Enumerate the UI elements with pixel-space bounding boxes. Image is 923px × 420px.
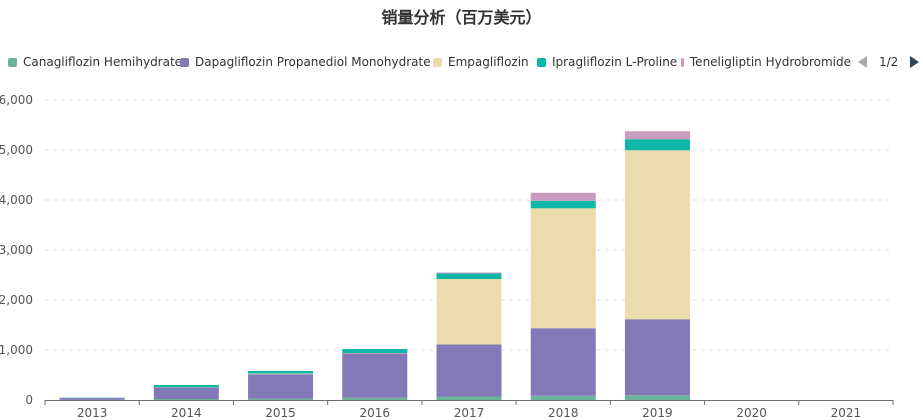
bar-segment xyxy=(530,200,596,209)
bar-segment xyxy=(342,353,408,398)
x-tick-label: 2013 xyxy=(77,406,108,420)
bar-segment xyxy=(624,139,690,151)
bar-segment xyxy=(153,385,219,388)
x-tick-label: 2021 xyxy=(831,406,862,420)
bar-segment xyxy=(436,396,502,400)
bar-segment xyxy=(436,273,502,279)
legend-next-arrow-icon[interactable] xyxy=(910,56,920,68)
y-tick-label: 4,000 xyxy=(0,193,33,207)
legend-item[interactable]: Ipragliflozin L-Proline xyxy=(537,52,677,72)
y-tick-label: 2,000 xyxy=(0,293,33,307)
bar-segment xyxy=(248,373,314,375)
bar-segment xyxy=(436,279,502,345)
legend-swatch xyxy=(8,57,17,67)
legend-swatch xyxy=(681,57,684,67)
x-tick-label: 2020 xyxy=(736,406,767,420)
bar-segment xyxy=(59,398,125,400)
bar-segment xyxy=(436,344,502,397)
legend-item[interactable]: Dapagliflozin Propanediol Monohydrate xyxy=(180,52,431,72)
y-tick-label: 3,000 xyxy=(0,243,33,257)
legend: Canagliflozin Hemihydrate Dapagliflozin P… xyxy=(0,52,923,74)
legend-swatch xyxy=(433,57,442,67)
legend-label: Empagliflozin xyxy=(448,55,529,69)
bar-segment xyxy=(624,150,690,320)
bar-segment xyxy=(624,131,690,140)
y-tick-label: 0 xyxy=(25,393,33,407)
bar-segment xyxy=(530,208,596,329)
bar-segment xyxy=(624,395,690,400)
legend-item[interactable]: Canagliflozin Hemihydrate xyxy=(8,52,182,72)
bar-segment xyxy=(342,397,408,400)
legend-pager: 1/2 xyxy=(858,52,920,72)
legend-label: Dapagliflozin Propanediol Monohydrate xyxy=(195,55,431,69)
legend-item[interactable]: Empagliflozin xyxy=(433,52,529,72)
legend-page-indicator: 1/2 xyxy=(879,55,899,69)
x-tick-label: 2014 xyxy=(171,406,202,420)
legend-swatch xyxy=(180,57,189,67)
bar-segment xyxy=(342,349,408,353)
bar-segment xyxy=(530,328,596,396)
y-tick-label: 1,000 xyxy=(0,343,33,357)
legend-label: Teneligliptin Hydrobromide xyxy=(689,55,851,69)
x-tick-label: 2018 xyxy=(548,406,579,420)
bar-segment xyxy=(153,399,219,400)
legend-label: Canagliflozin Hemihydrate xyxy=(23,55,183,69)
legend-swatch xyxy=(537,57,546,67)
x-tick-label: 2016 xyxy=(360,406,391,420)
chart-title: 销量分析（百万美元） xyxy=(381,8,542,27)
y-tick-label: 5,000 xyxy=(0,143,33,157)
bar-segment xyxy=(624,319,690,396)
y-tick-label: 6,000 xyxy=(0,93,33,107)
bar-segment xyxy=(248,371,314,374)
legend-item[interactable]: Teneligliptin Hydrobromide xyxy=(681,52,851,72)
x-tick-label: 2017 xyxy=(454,406,485,420)
bar-segment xyxy=(530,395,596,400)
bar-segment xyxy=(153,387,219,399)
bar-segment xyxy=(248,374,314,399)
bar-segment xyxy=(436,272,502,274)
bar-segment xyxy=(248,398,314,400)
x-tick-label: 2015 xyxy=(265,406,296,420)
bar-segment xyxy=(530,192,596,201)
legend-label: Ipragliflozin L-Proline xyxy=(552,55,678,69)
x-tick-label: 2019 xyxy=(642,406,673,420)
legend-prev-arrow-icon[interactable] xyxy=(858,56,867,68)
